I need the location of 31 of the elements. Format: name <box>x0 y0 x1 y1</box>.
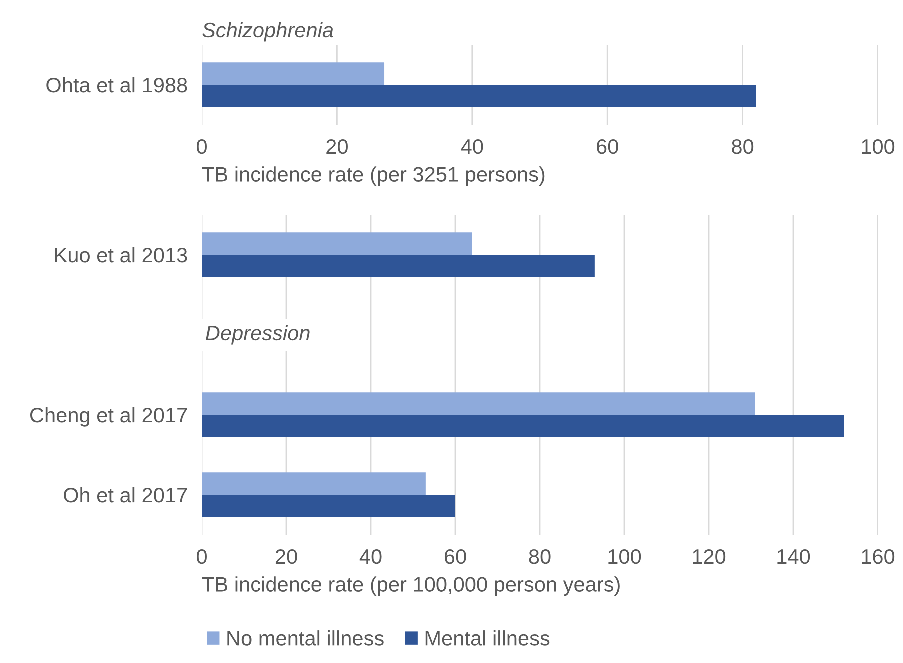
text: Schizophrenia <box>202 22 334 42</box>
y-tick-label: Kuo et al 2013 <box>55 247 188 263</box>
x-tick-label: 0 <box>197 139 207 154</box>
y-tick-label: Cheng et al 2017 <box>30 407 188 427</box>
legend-label: No mental illness <box>228 630 384 646</box>
bar <box>202 255 595 278</box>
x-tick-label: 100 <box>608 549 642 564</box>
bar <box>202 415 844 438</box>
x-tick-label: 120 <box>693 549 726 564</box>
bar <box>202 232 472 255</box>
x-tick-label: 80 <box>732 139 754 154</box>
bar <box>202 472 426 495</box>
x-tick-label: 20 <box>326 139 348 154</box>
legend-label: Mental illness <box>426 630 550 646</box>
x-tick-label: 40 <box>360 549 382 564</box>
annotation: Depression <box>206 325 310 345</box>
x-tick-label: 20 <box>276 549 298 564</box>
x-tick-label: 80 <box>529 549 551 564</box>
x-tick-label: 160 <box>862 549 895 564</box>
x-tick-label: 100 <box>862 139 895 154</box>
x-tick-label: 60 <box>444 549 466 564</box>
x-axis-title: TB incidence rate (per 100,000 person years) <box>202 576 620 596</box>
x-axis-title: TB incidence rate (per 3251 persons) <box>202 166 545 186</box>
x-tick-label: 60 <box>597 139 618 154</box>
x-tick-label: 140 <box>778 549 810 564</box>
bar <box>202 392 756 415</box>
x-tick-label: 40 <box>461 139 484 154</box>
bar <box>202 495 456 518</box>
x-tick-label: 0 <box>197 549 207 564</box>
y-tick-label: Ohta et al 1988 <box>46 77 188 93</box>
y-tick-label: Oh et al 2017 <box>64 487 188 503</box>
